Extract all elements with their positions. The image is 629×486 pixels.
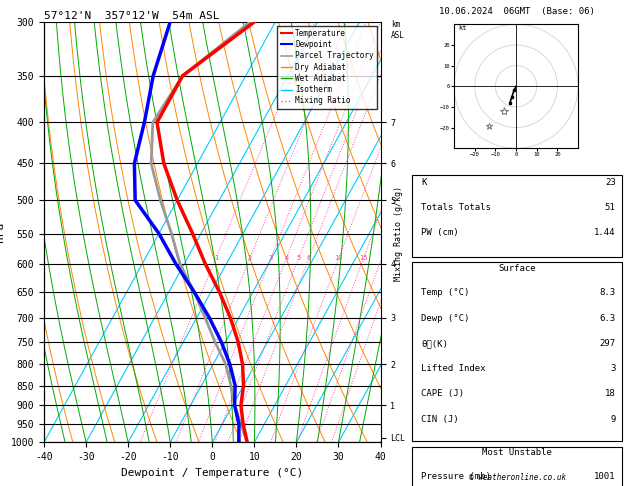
Bar <box>413 447 622 486</box>
Text: Pressure (mb): Pressure (mb) <box>421 472 491 482</box>
Text: 4: 4 <box>284 255 289 261</box>
Text: Dewp (°C): Dewp (°C) <box>421 313 470 323</box>
Text: 3: 3 <box>610 364 616 373</box>
Text: 1.44: 1.44 <box>594 228 616 238</box>
Text: 3: 3 <box>269 255 273 261</box>
Text: 6.3: 6.3 <box>599 313 616 323</box>
Legend: Temperature, Dewpoint, Parcel Trajectory, Dry Adiabat, Wet Adiabat, Isotherm, Mi: Temperature, Dewpoint, Parcel Trajectory… <box>277 26 377 108</box>
Text: Lifted Index: Lifted Index <box>421 364 486 373</box>
Text: K: K <box>421 178 426 187</box>
Text: Most Unstable: Most Unstable <box>482 449 552 457</box>
Text: 15: 15 <box>359 255 368 261</box>
Text: Totals Totals: Totals Totals <box>421 203 491 212</box>
Text: θᴇ(K): θᴇ(K) <box>421 339 448 348</box>
Text: 5: 5 <box>297 255 301 261</box>
Text: Temp (°C): Temp (°C) <box>421 288 470 297</box>
Text: 8.3: 8.3 <box>599 288 616 297</box>
Text: CAPE (J): CAPE (J) <box>421 389 464 399</box>
Text: 10: 10 <box>335 255 343 261</box>
Text: km
ASL: km ASL <box>391 20 405 40</box>
Text: 23: 23 <box>605 178 616 187</box>
Bar <box>413 175 622 257</box>
Text: 6: 6 <box>307 255 311 261</box>
Text: Mixing Ratio (g/kg): Mixing Ratio (g/kg) <box>394 186 403 281</box>
Text: 1: 1 <box>214 255 218 261</box>
Text: Surface: Surface <box>499 264 536 274</box>
Text: 18: 18 <box>605 389 616 399</box>
Bar <box>413 262 622 441</box>
Text: PW (cm): PW (cm) <box>421 228 459 238</box>
Text: CIN (J): CIN (J) <box>421 415 459 424</box>
Text: 51: 51 <box>605 203 616 212</box>
Text: 57°12'N  357°12'W  54m ASL: 57°12'N 357°12'W 54m ASL <box>44 11 220 21</box>
Text: 1001: 1001 <box>594 472 616 482</box>
Y-axis label: hPa: hPa <box>0 222 5 242</box>
Text: 297: 297 <box>599 339 616 348</box>
X-axis label: Dewpoint / Temperature (°C): Dewpoint / Temperature (°C) <box>121 468 303 478</box>
Text: © weatheronline.co.uk: © weatheronline.co.uk <box>469 473 566 482</box>
Text: 9: 9 <box>610 415 616 424</box>
Text: kt: kt <box>459 25 467 32</box>
Text: 10.06.2024  06GMT  (Base: 06): 10.06.2024 06GMT (Base: 06) <box>440 7 595 17</box>
Text: 2: 2 <box>248 255 252 261</box>
